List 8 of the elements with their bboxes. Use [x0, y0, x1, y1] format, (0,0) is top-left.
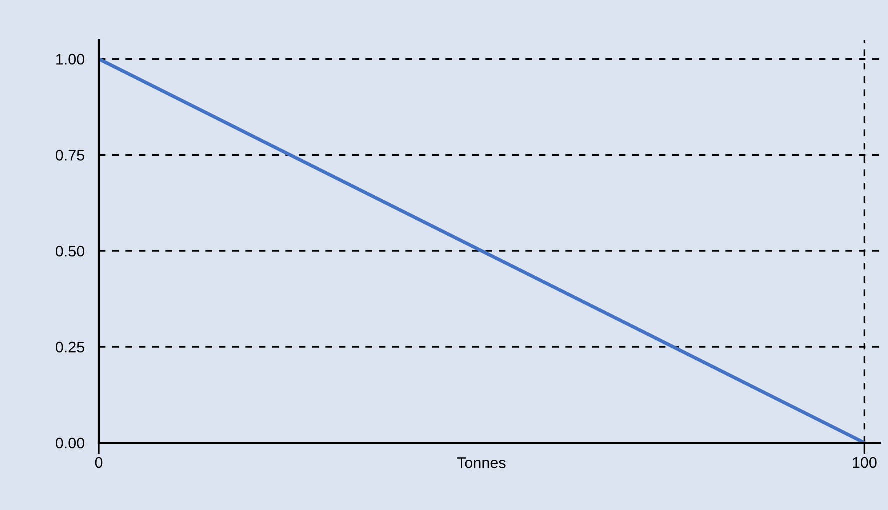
- y-tick-label: 1.00: [56, 54, 85, 65]
- y-tick-label: 0.50: [56, 246, 85, 257]
- x-tick-label: 0: [95, 457, 103, 468]
- y-tick-label: 0.00: [56, 438, 85, 449]
- y-tick-label: 0.25: [56, 342, 84, 353]
- x-tick-label: 100: [853, 457, 877, 468]
- x-axis-title: Tonnes: [457, 458, 506, 468]
- y-tick-label: 0.75: [56, 150, 84, 161]
